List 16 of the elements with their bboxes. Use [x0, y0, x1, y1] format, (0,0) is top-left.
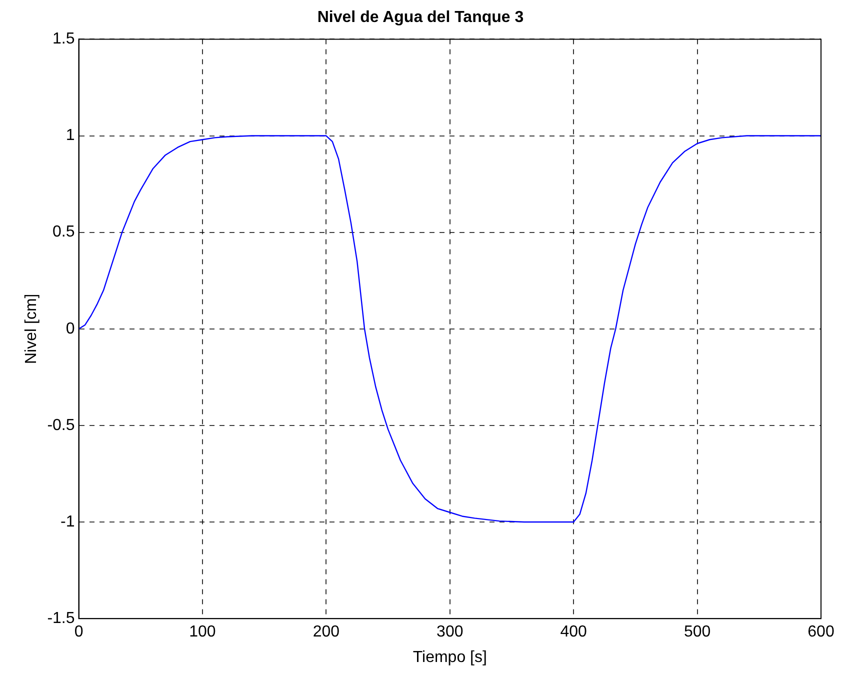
- y-tick-label: 1.5: [52, 30, 75, 48]
- x-tick-label: 400: [560, 624, 588, 641]
- x-tick-label: 200: [312, 624, 340, 641]
- x-tick-label: 100: [189, 624, 216, 641]
- chart-title: Nivel de Agua del Tanque 3: [317, 9, 524, 26]
- y-tick-label: -0.5: [47, 416, 75, 434]
- y-tick-label: -1.5: [47, 610, 75, 628]
- y-tick-label: -1: [60, 513, 75, 530]
- x-tick-label: 600: [808, 624, 834, 641]
- x-axis-title: Tiempo [s]: [412, 648, 487, 666]
- y-tick-label: 1: [66, 127, 75, 144]
- y-axis-title: Nivel [cm]: [23, 294, 40, 364]
- x-tick-label: 500: [684, 624, 711, 641]
- y-tick-label: 0: [66, 320, 75, 338]
- y-tick-label: 0.5: [52, 224, 75, 241]
- x-tick-label: 300: [436, 624, 464, 641]
